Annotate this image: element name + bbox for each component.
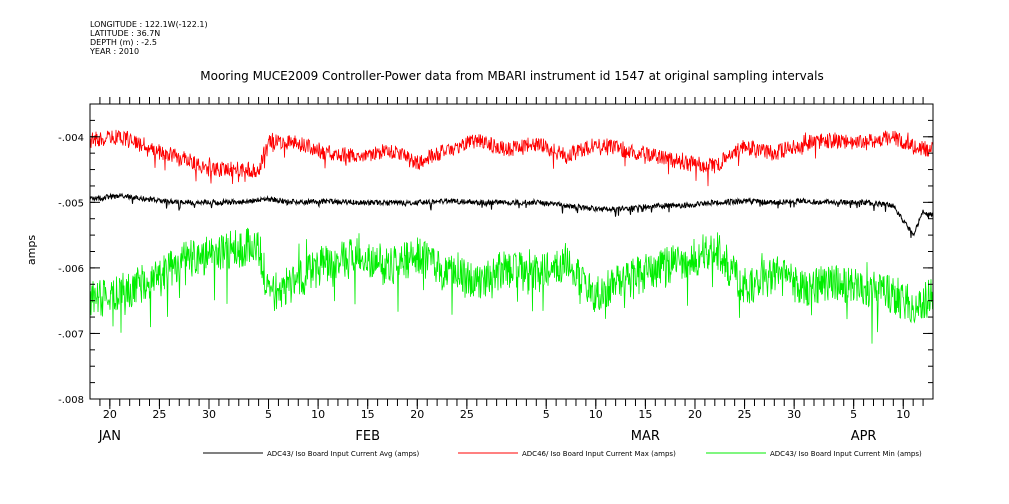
y-tick-label: -.004 — [58, 133, 84, 144]
y-axis-label: amps — [25, 235, 38, 265]
depth-label: DEPTH (m) : -2.5 — [90, 38, 157, 47]
month-label: MAR — [631, 429, 660, 444]
series-layer — [89, 129, 934, 344]
x-tick-label: 10 — [311, 408, 325, 421]
x-tick-label: 20 — [103, 408, 117, 421]
y-tick-label: -.005 — [58, 198, 84, 209]
x-tick-label: 30 — [787, 408, 801, 421]
month-label: JAN — [98, 429, 121, 444]
x-tick-label: 5 — [543, 408, 550, 421]
x-tick-label: 15 — [361, 408, 375, 421]
x-tick-label: 25 — [152, 408, 166, 421]
x-tick-label: 10 — [589, 408, 603, 421]
month-label: FEB — [355, 429, 380, 444]
y-tick-label: -.006 — [58, 264, 84, 275]
y-tick-label: -.007 — [58, 329, 84, 340]
x-tick-label: 20 — [410, 408, 424, 421]
latitude-label: LATITUDE : 36.7N — [90, 29, 161, 38]
metadata-block: LONGITUDE : 122.1W(-122.1) LATITUDE : 36… — [90, 20, 208, 56]
x-tick-label: 5 — [850, 408, 857, 421]
x-tick-label: 5 — [265, 408, 272, 421]
y-tick-label: -.008 — [58, 395, 84, 406]
chart-title: Mooring MUCE2009 Controller-Power data f… — [200, 69, 823, 83]
legend-label: ADC43/ Iso Board Input Current Avg (amps… — [267, 450, 420, 458]
series-line-0 — [89, 192, 934, 238]
legend: ADC43/ Iso Board Input Current Avg (amps… — [203, 450, 922, 458]
axis-layer: -.004 -.005 -.006 -.007 -.008 20 25 30 5 10 15 20 25… — [58, 97, 933, 444]
year-label: YEAR : 2010 — [90, 47, 140, 56]
x-tick-label: 25 — [460, 408, 474, 421]
legend-label: ADC43/ Iso Board Input Current Min (amps… — [770, 450, 922, 458]
month-label: APR — [851, 429, 877, 444]
longitude-label: LONGITUDE : 122.1W(-122.1) — [90, 20, 208, 29]
x-tick-label: 25 — [738, 408, 752, 421]
x-tick-label: 15 — [638, 408, 652, 421]
series-line-1 — [89, 129, 934, 187]
series-line-2 — [89, 227, 934, 344]
legend-label: ADC46/ Iso Board Input Current Max (amps… — [522, 450, 676, 458]
x-tick-label: 30 — [202, 408, 216, 421]
x-tick-label: 10 — [896, 408, 910, 421]
x-tick-label: 20 — [688, 408, 702, 421]
